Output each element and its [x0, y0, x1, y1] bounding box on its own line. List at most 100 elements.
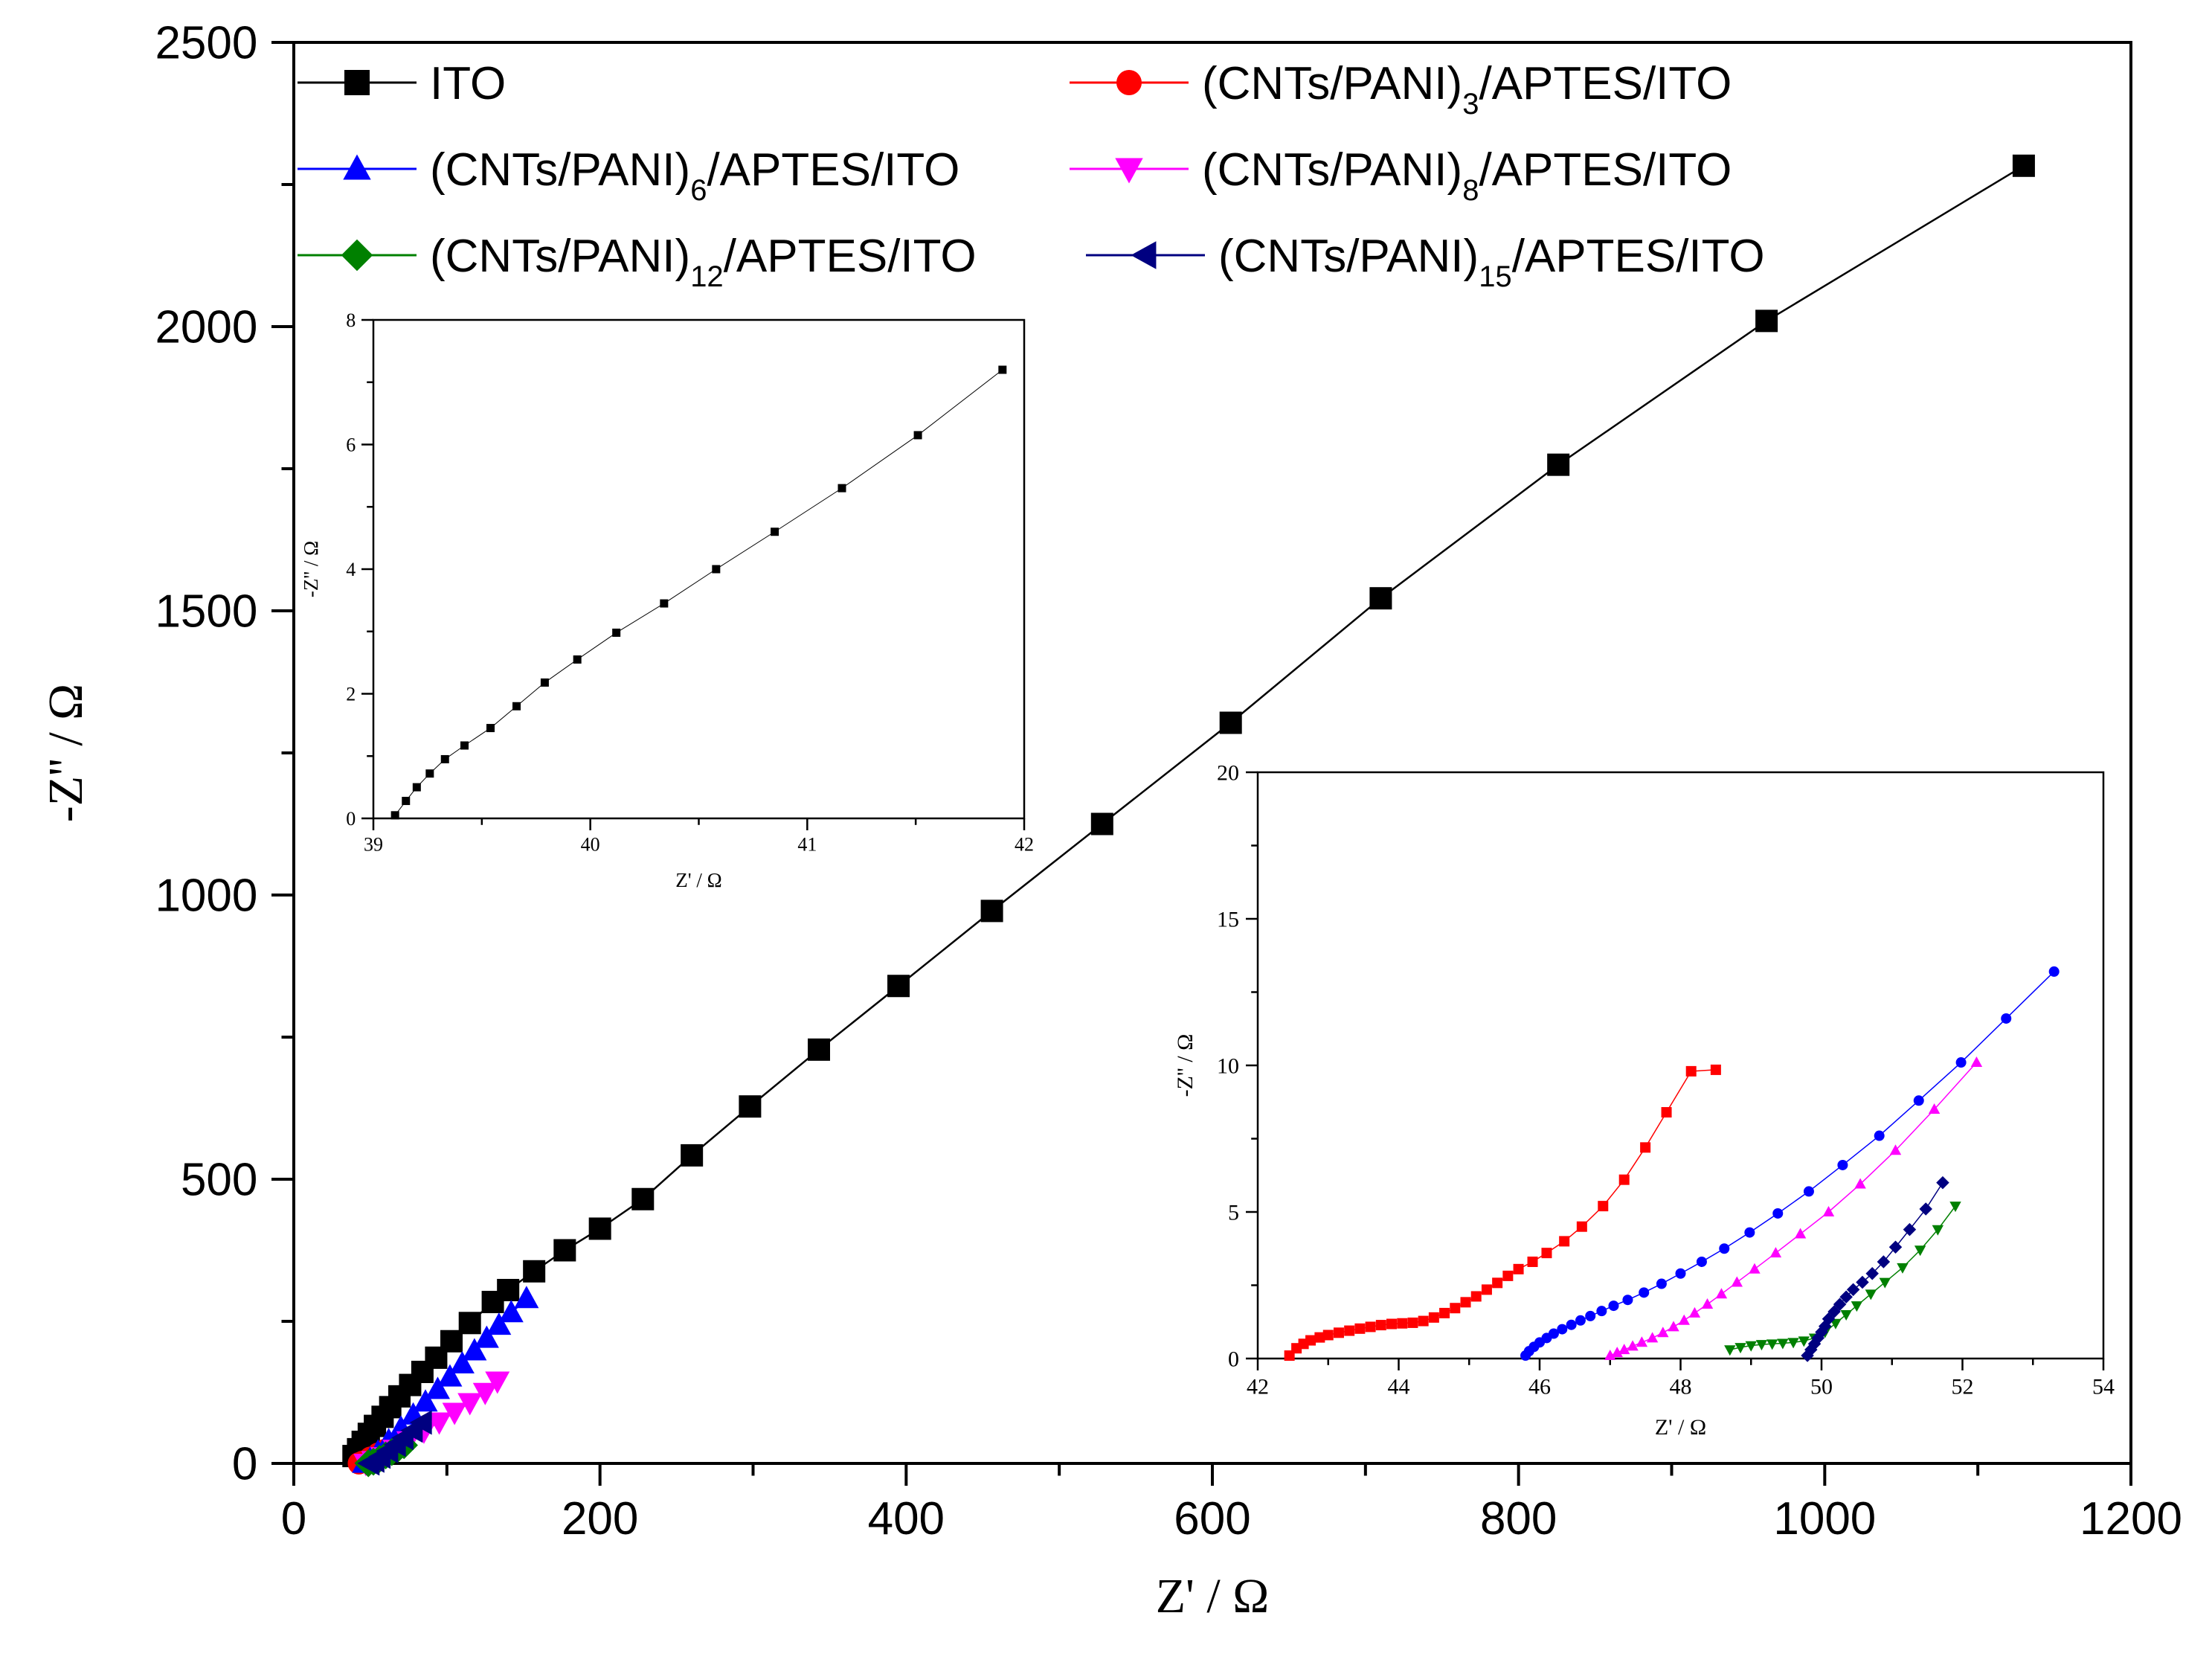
legend-label-main: (CNTs/PANI) — [1202, 144, 1462, 196]
x-tick-label: 39 — [364, 833, 383, 855]
data-point-cnt3 — [1418, 1315, 1429, 1327]
y-tick-label: 0 — [346, 808, 356, 830]
series-ito — [390, 365, 1007, 820]
plot-frame — [372, 318, 1026, 820]
data-point-cnt8 — [1688, 1306, 1701, 1318]
legend-item-cnt12: (CNTs/PANI)12/APTES/ITO — [298, 231, 977, 293]
data-point-cnt6 — [437, 1364, 463, 1387]
data-point-cnt3 — [1305, 1335, 1316, 1346]
legend-item-cnt8: (CNTs/PANI)8/APTES/ITO — [1070, 144, 1732, 207]
data-point-cnt15 — [1877, 1255, 1891, 1269]
legend-label-main: ITO — [430, 58, 506, 109]
y-tick-label: 2500 — [155, 18, 257, 69]
legend-item-ito: ITO — [298, 58, 506, 109]
legend-marker — [344, 70, 370, 95]
data-point-cnt6 — [1639, 1287, 1650, 1298]
y-tick-label: 0 — [232, 1439, 257, 1490]
data-point-cnt8 — [1668, 1321, 1679, 1332]
legend-item-cnt15: (CNTs/PANI)15/APTES/ITO — [1086, 231, 1765, 293]
data-point-cnt8 — [1678, 1314, 1690, 1325]
data-point-cnt3 — [1365, 1321, 1376, 1332]
data-point-ito — [486, 724, 495, 733]
data-point-cnt3 — [1527, 1256, 1538, 1267]
data-point-cnt8 — [1822, 1205, 1835, 1216]
data-point-cnt6 — [1608, 1300, 1619, 1312]
data-point-cnt12 — [1766, 1339, 1778, 1350]
series-cnt15 — [1801, 1176, 1949, 1362]
series-cnt15 — [357, 1410, 432, 1476]
data-point-cnt3 — [1618, 1174, 1630, 1185]
y-tick-label: 0 — [1228, 1347, 1239, 1372]
data-point-cnt8 — [427, 1412, 452, 1435]
data-point-ito — [1219, 711, 1242, 734]
legend-label-main: (CNTs/PANI) — [1202, 58, 1462, 109]
data-point-cnt8 — [485, 1371, 510, 1394]
data-point-cnt15 — [1865, 1266, 1879, 1280]
data-point-cnt8 — [1646, 1332, 1659, 1343]
legend-label-main: (CNTs/PANI) — [430, 144, 690, 196]
data-point-cnt12 — [1851, 1301, 1863, 1312]
x-tick-label: 400 — [868, 1493, 945, 1545]
data-point-cnt8 — [1636, 1336, 1648, 1347]
data-point-cnt12 — [1777, 1338, 1789, 1350]
y-tick-label: 15 — [1217, 908, 1239, 932]
legend-label-main: (CNTs/PANI) — [1218, 231, 1479, 282]
data-point-cnt15 — [1833, 1298, 1847, 1311]
legend-label: (CNTs/PANI)6/APTES/ITO — [430, 144, 959, 207]
data-point-cnt15 — [1888, 1240, 1903, 1254]
x-tick-label: 600 — [1174, 1493, 1250, 1545]
series-cnt6 — [1520, 966, 2060, 1362]
x-tick-label: 0 — [281, 1493, 306, 1545]
data-point-cnt3 — [1598, 1201, 1609, 1212]
data-point-cnt8 — [1657, 1327, 1669, 1338]
data-point-cnt6 — [2001, 1013, 2012, 1024]
data-point-cnt6 — [1656, 1278, 1667, 1289]
series-line-cnt3 — [1289, 1069, 1716, 1356]
y-tick-label: 4 — [346, 559, 356, 580]
data-point-cnt3 — [1470, 1291, 1482, 1302]
x-tick-label: 1000 — [1773, 1493, 1876, 1545]
data-point-cnt8 — [1611, 1347, 1623, 1358]
data-point-ito — [588, 1217, 611, 1240]
data-point-cnt8 — [1794, 1228, 1807, 1239]
data-point-cnt3 — [1685, 1065, 1697, 1077]
data-point-cnt3 — [1397, 1318, 1408, 1329]
data-point-ito — [913, 431, 922, 440]
legend-label-subscript: 12 — [690, 260, 724, 293]
data-point-cnt15 — [409, 1410, 432, 1435]
data-point-ito — [460, 741, 469, 750]
data-point-cnt15 — [1846, 1283, 1860, 1297]
data-point-cnt3 — [1460, 1297, 1471, 1308]
data-point-cnt3 — [1407, 1317, 1418, 1328]
data-point-cnt6 — [1913, 1095, 1924, 1106]
data-point-cnt12 — [1830, 1318, 1842, 1330]
x-tick-label: 40 — [581, 833, 600, 855]
legend-label: (CNTs/PANI)12/APTES/ITO — [430, 231, 977, 293]
data-point-cnt6 — [486, 1312, 512, 1335]
legend-marker — [343, 154, 371, 180]
data-point-ito — [681, 1144, 704, 1167]
data-point-cnt12 — [1932, 1225, 1944, 1236]
legend-item-cnt6: (CNTs/PANI)6/APTES/ITO — [298, 144, 959, 207]
data-point-ito — [412, 783, 421, 792]
legend-marker — [1116, 70, 1142, 95]
data-point-cnt12 — [1879, 1277, 1891, 1289]
legend-label-tail: /APTES/ITO — [1512, 231, 1765, 282]
data-point-ito — [980, 899, 1003, 923]
data-point-cnt6 — [1548, 1328, 1559, 1339]
data-point-ito — [1755, 309, 1778, 333]
data-point-cnt6 — [474, 1325, 499, 1348]
x-tick-label: 42 — [1247, 1375, 1269, 1399]
data-point-cnt3 — [1428, 1312, 1439, 1323]
data-point-cnt6 — [514, 1286, 539, 1309]
data-point-ito — [458, 1312, 481, 1335]
data-point-ito — [837, 484, 846, 493]
data-point-cnt3 — [1481, 1284, 1492, 1295]
data-point-cnt8 — [1715, 1288, 1728, 1299]
legend-label-tail: /APTES/ITO — [707, 144, 959, 196]
data-point-cnt8 — [1731, 1276, 1743, 1287]
legend-label-subscript: 15 — [1479, 260, 1512, 293]
legend-marker — [1131, 241, 1157, 269]
data-point-cnt6 — [1566, 1319, 1577, 1330]
data-point-cnt12 — [1949, 1202, 1961, 1213]
